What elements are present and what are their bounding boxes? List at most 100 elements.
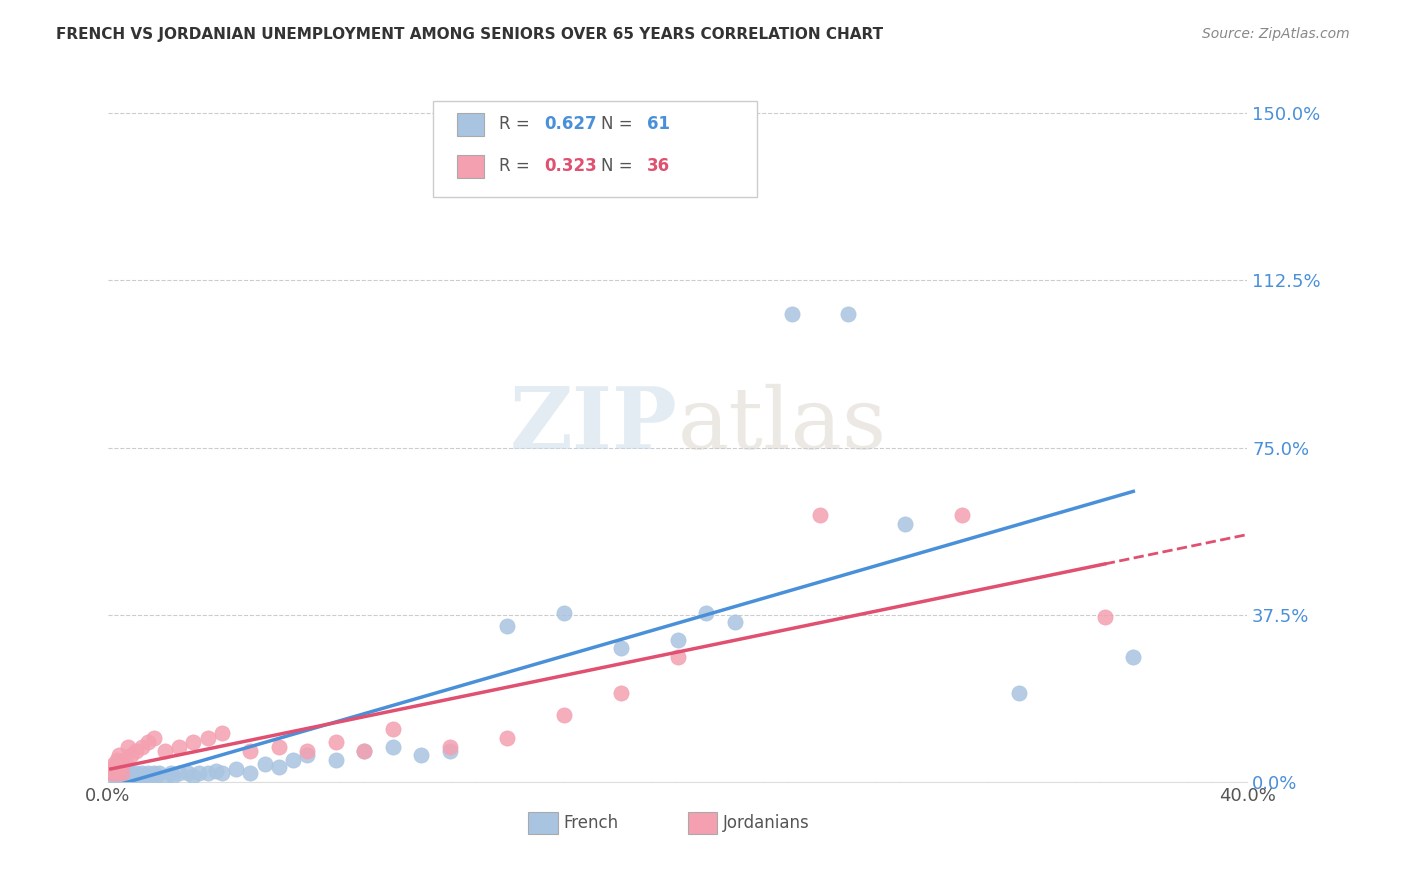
Point — [1122, 650, 1144, 665]
Point — [122, 771, 145, 785]
Point — [136, 766, 159, 780]
Point — [108, 766, 131, 780]
Point — [148, 766, 170, 780]
Point — [353, 744, 375, 758]
Text: R =: R = — [499, 115, 534, 133]
Point — [723, 615, 745, 629]
Point — [108, 762, 131, 776]
Point — [239, 744, 262, 758]
FancyBboxPatch shape — [688, 812, 717, 834]
Point — [177, 766, 200, 780]
Point — [114, 764, 136, 778]
Point — [211, 726, 233, 740]
Point — [267, 739, 290, 754]
Point — [197, 766, 219, 780]
Point — [159, 766, 181, 780]
Point — [167, 739, 190, 754]
FancyBboxPatch shape — [529, 812, 558, 834]
Point — [225, 762, 247, 776]
Point — [281, 753, 304, 767]
Text: atlas: atlas — [678, 384, 887, 467]
Point — [183, 768, 205, 782]
Text: French: French — [564, 814, 619, 832]
Point — [108, 748, 131, 763]
Point — [808, 508, 831, 522]
Point — [100, 766, 122, 780]
FancyBboxPatch shape — [457, 155, 484, 178]
Text: N =: N = — [602, 115, 638, 133]
Point — [153, 744, 176, 758]
Point — [100, 762, 122, 776]
Point — [120, 748, 142, 763]
Point — [325, 735, 347, 749]
Text: 0.323: 0.323 — [544, 157, 598, 176]
Point — [495, 619, 517, 633]
Point — [111, 768, 134, 782]
Point — [103, 757, 125, 772]
Point — [103, 771, 125, 785]
Point — [103, 762, 125, 776]
Point — [253, 757, 276, 772]
Point — [439, 739, 461, 754]
Point — [780, 307, 803, 321]
Point — [111, 766, 134, 780]
Point — [100, 766, 122, 780]
Point — [211, 766, 233, 780]
Point — [131, 739, 153, 754]
Point — [103, 766, 125, 780]
Point — [114, 771, 136, 785]
Point — [267, 759, 290, 773]
Point — [952, 508, 974, 522]
Point — [105, 766, 128, 780]
Point — [134, 768, 156, 782]
Point — [439, 744, 461, 758]
FancyBboxPatch shape — [433, 101, 758, 197]
Point — [411, 748, 433, 763]
Point — [117, 771, 139, 785]
Point — [139, 771, 162, 785]
Point — [609, 686, 631, 700]
Point — [125, 768, 148, 782]
Point — [105, 771, 128, 785]
Point — [695, 606, 717, 620]
Text: 61: 61 — [647, 115, 669, 133]
Point — [153, 771, 176, 785]
Text: Source: ZipAtlas.com: Source: ZipAtlas.com — [1202, 27, 1350, 41]
Point — [136, 735, 159, 749]
Point — [205, 764, 228, 778]
Point — [297, 748, 319, 763]
Point — [381, 722, 404, 736]
Point — [666, 632, 689, 647]
Text: R =: R = — [499, 157, 534, 176]
Point — [353, 744, 375, 758]
Point — [105, 766, 128, 780]
Point — [117, 739, 139, 754]
Point — [142, 731, 165, 745]
Point — [1094, 610, 1116, 624]
Point — [666, 650, 689, 665]
Point — [325, 753, 347, 767]
Point — [128, 771, 150, 785]
Point — [553, 606, 575, 620]
Point — [894, 516, 917, 531]
Point — [162, 768, 184, 782]
Point — [609, 641, 631, 656]
Point — [117, 766, 139, 780]
Point — [131, 766, 153, 780]
Point — [197, 731, 219, 745]
Point — [188, 766, 211, 780]
Point — [142, 766, 165, 780]
Point — [145, 768, 167, 782]
Point — [114, 753, 136, 767]
Text: FRENCH VS JORDANIAN UNEMPLOYMENT AMONG SENIORS OVER 65 YEARS CORRELATION CHART: FRENCH VS JORDANIAN UNEMPLOYMENT AMONG S… — [56, 27, 883, 42]
Text: Jordanians: Jordanians — [723, 814, 810, 832]
Point — [239, 766, 262, 780]
Text: 0.627: 0.627 — [544, 115, 598, 133]
Point — [837, 307, 859, 321]
Point — [553, 708, 575, 723]
Point — [111, 757, 134, 772]
Point — [108, 771, 131, 785]
Text: N =: N = — [602, 157, 638, 176]
Point — [1008, 686, 1031, 700]
Point — [495, 731, 517, 745]
